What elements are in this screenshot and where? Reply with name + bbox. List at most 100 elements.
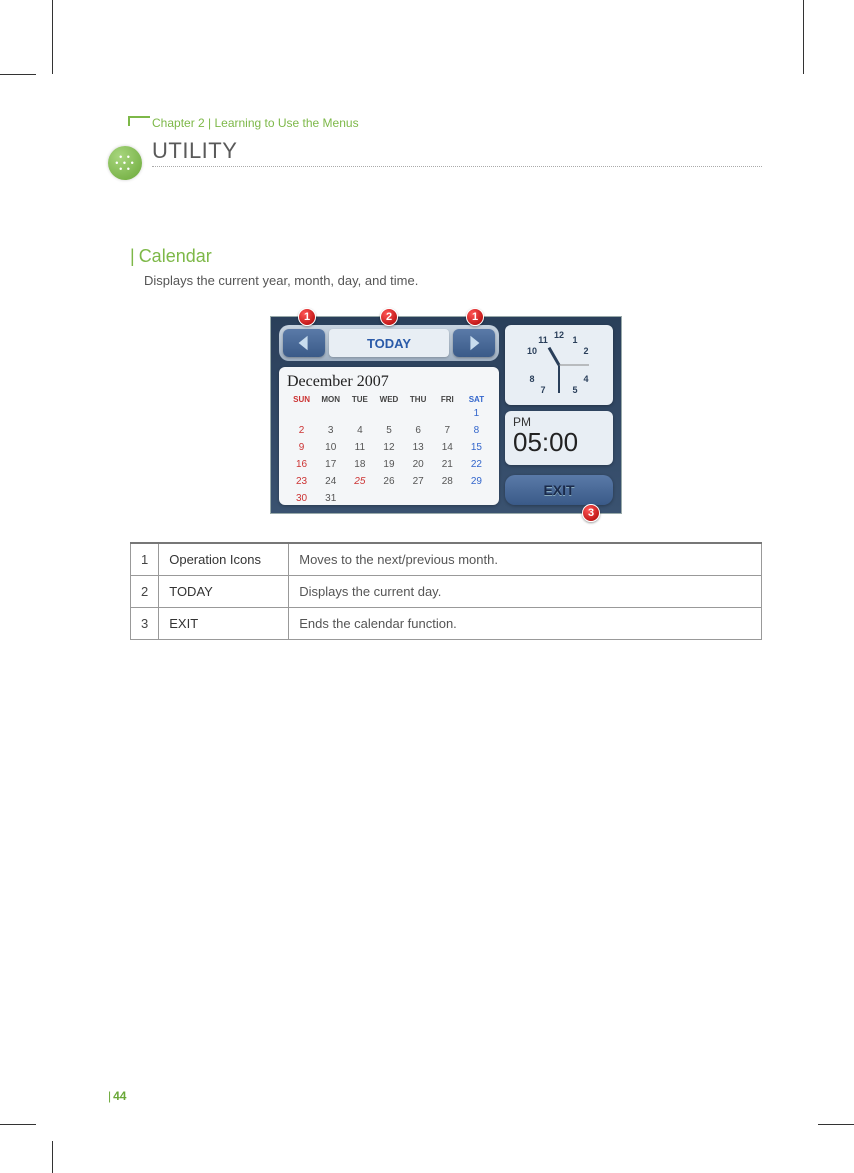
clock-number: 2 (583, 346, 588, 356)
legend-row: 3EXITEnds the calendar function. (131, 608, 762, 640)
calendar-day: 16 (287, 457, 316, 472)
calendar-dow: SUN (287, 395, 316, 404)
legend-number: 2 (131, 576, 159, 608)
legend-name: TODAY (159, 576, 289, 608)
calendar-day (316, 406, 345, 421)
calendar-day: 22 (462, 457, 491, 472)
calendar-month-year: December 2007 (287, 373, 491, 391)
calendar-day: 14 (433, 440, 462, 455)
crop-mark (52, 1141, 53, 1173)
legend-row: 1Operation IconsMoves to the next/previo… (131, 543, 762, 576)
calendar-day: 17 (316, 457, 345, 472)
calendar-day (404, 406, 433, 421)
calendar-day (404, 491, 433, 506)
calendar-grid: SUNMONTUEWEDTHUFRISAT1234567891011121314… (287, 395, 491, 506)
callout-badge-1-left: 1 (298, 308, 316, 326)
crop-mark (0, 74, 36, 75)
calendar-day: 1 (462, 406, 491, 421)
calendar-day: 13 (404, 440, 433, 455)
calendar-day: 7 (433, 423, 462, 438)
calendar-day: 19 (374, 457, 403, 472)
utility-icon: • •• • •• • (108, 146, 142, 180)
callout-badge-2: 2 (380, 308, 398, 326)
clock-face: 121245781011 (523, 329, 595, 401)
calendar-screenshot: TODAY December 2007 SUNMONTUEWEDTHUFRISA… (270, 316, 622, 514)
calendar-dow: SAT (462, 395, 491, 404)
calendar-day (433, 491, 462, 506)
arrow-right-icon (465, 334, 483, 352)
clock-number: 10 (527, 346, 537, 356)
page-title: UTILITY (152, 138, 237, 164)
legend-desc: Moves to the next/previous month. (289, 543, 762, 576)
calendar-day: 2 (287, 423, 316, 438)
calendar-day (374, 406, 403, 421)
next-month-button[interactable] (453, 329, 495, 357)
crop-mark (52, 0, 53, 74)
clock-number: 8 (529, 374, 534, 384)
calendar-day: 5 (374, 423, 403, 438)
calendar-section: |Calendar Displays the current year, mon… (130, 246, 762, 640)
header-connector (128, 116, 150, 126)
crop-mark (818, 1124, 854, 1125)
section-pipe: | (130, 246, 135, 266)
calendar-day: 6 (404, 423, 433, 438)
calendar-day: 24 (316, 474, 345, 489)
legend-number: 3 (131, 608, 159, 640)
legend-desc: Ends the calendar function. (289, 608, 762, 640)
prev-month-button[interactable] (283, 329, 325, 357)
calendar-day: 3 (316, 423, 345, 438)
calendar-day (345, 406, 374, 421)
callout-badge-1-right: 1 (466, 308, 484, 326)
calendar-day: 26 (374, 474, 403, 489)
digital-time-box: PM 05:00 (505, 411, 613, 465)
legend-name: Operation Icons (159, 543, 289, 576)
section-title: Calendar (139, 246, 212, 266)
calendar-day: 29 (462, 474, 491, 489)
calendar-day (345, 491, 374, 506)
calendar-day (374, 491, 403, 506)
legend-desc: Displays the current day. (289, 576, 762, 608)
calendar-dow: MON (316, 395, 345, 404)
title-underline (152, 166, 762, 167)
calendar-day: 20 (404, 457, 433, 472)
chapter-label: Chapter 2 | Learning to Use the Menus (152, 116, 359, 130)
calendar-day (462, 491, 491, 506)
legend-row: 2TODAYDisplays the current day. (131, 576, 762, 608)
crop-mark (803, 0, 804, 74)
calendar-day: 27 (404, 474, 433, 489)
screenshot-wrapper: TODAY December 2007 SUNMONTUEWEDTHUFRISA… (270, 316, 622, 514)
legend-table: 1Operation IconsMoves to the next/previo… (130, 542, 762, 640)
calendar-topbar: TODAY (279, 325, 499, 361)
calendar-day: 23 (287, 474, 316, 489)
clock-number: 7 (540, 385, 545, 395)
arrow-left-icon (295, 334, 313, 352)
calendar-day: 28 (433, 474, 462, 489)
today-button[interactable]: TODAY (329, 329, 449, 357)
calendar-day: 10 (316, 440, 345, 455)
minute-hand (558, 365, 560, 393)
clock-number: 12 (554, 330, 564, 340)
page-number: |44 (108, 1089, 126, 1103)
exit-button[interactable]: EXIT (505, 475, 613, 505)
legend-name: EXIT (159, 608, 289, 640)
calendar-day: 12 (374, 440, 403, 455)
calendar-dow: FRI (433, 395, 462, 404)
calendar-panel: December 2007 SUNMONTUEWEDTHUFRISAT12345… (279, 367, 499, 505)
calendar-day (287, 406, 316, 421)
calendar-day: 15 (462, 440, 491, 455)
clock-number: 11 (538, 335, 548, 345)
section-heading: |Calendar (130, 246, 762, 267)
calendar-day: 18 (345, 457, 374, 472)
callout-badge-3: 3 (582, 504, 600, 522)
calendar-dow: TUE (345, 395, 374, 404)
second-hand (559, 365, 589, 366)
calendar-day: 8 (462, 423, 491, 438)
time-value: 05:00 (513, 429, 605, 455)
calendar-day: 4 (345, 423, 374, 438)
legend-number: 1 (131, 543, 159, 576)
calendar-day: 31 (316, 491, 345, 506)
clock-number: 1 (572, 335, 577, 345)
calendar-day: 25 (345, 474, 374, 489)
calendar-dow: THU (404, 395, 433, 404)
calendar-day: 11 (345, 440, 374, 455)
